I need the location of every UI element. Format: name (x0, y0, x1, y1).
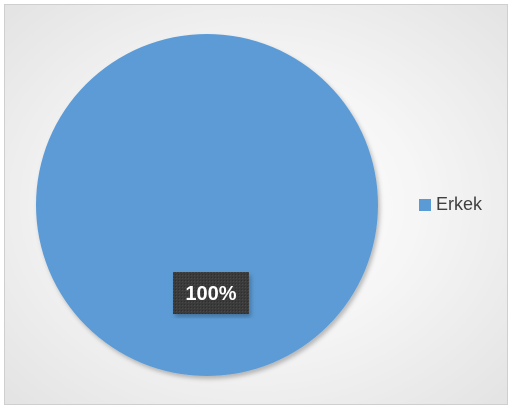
chart-area: 100% Erkek (4, 4, 508, 405)
legend: Erkek (419, 194, 482, 215)
pie-slices (36, 34, 378, 376)
data-label-text: 100% (185, 283, 236, 305)
data-label-background (173, 272, 249, 314)
pie-chart: 100% (36, 34, 378, 376)
pie-data-labels: 100% (173, 272, 249, 314)
pie-slice-erkek (36, 34, 378, 376)
legend-swatch (419, 198, 431, 211)
data-label-0: 100% (173, 272, 249, 314)
legend-label: Erkek (436, 194, 483, 214)
